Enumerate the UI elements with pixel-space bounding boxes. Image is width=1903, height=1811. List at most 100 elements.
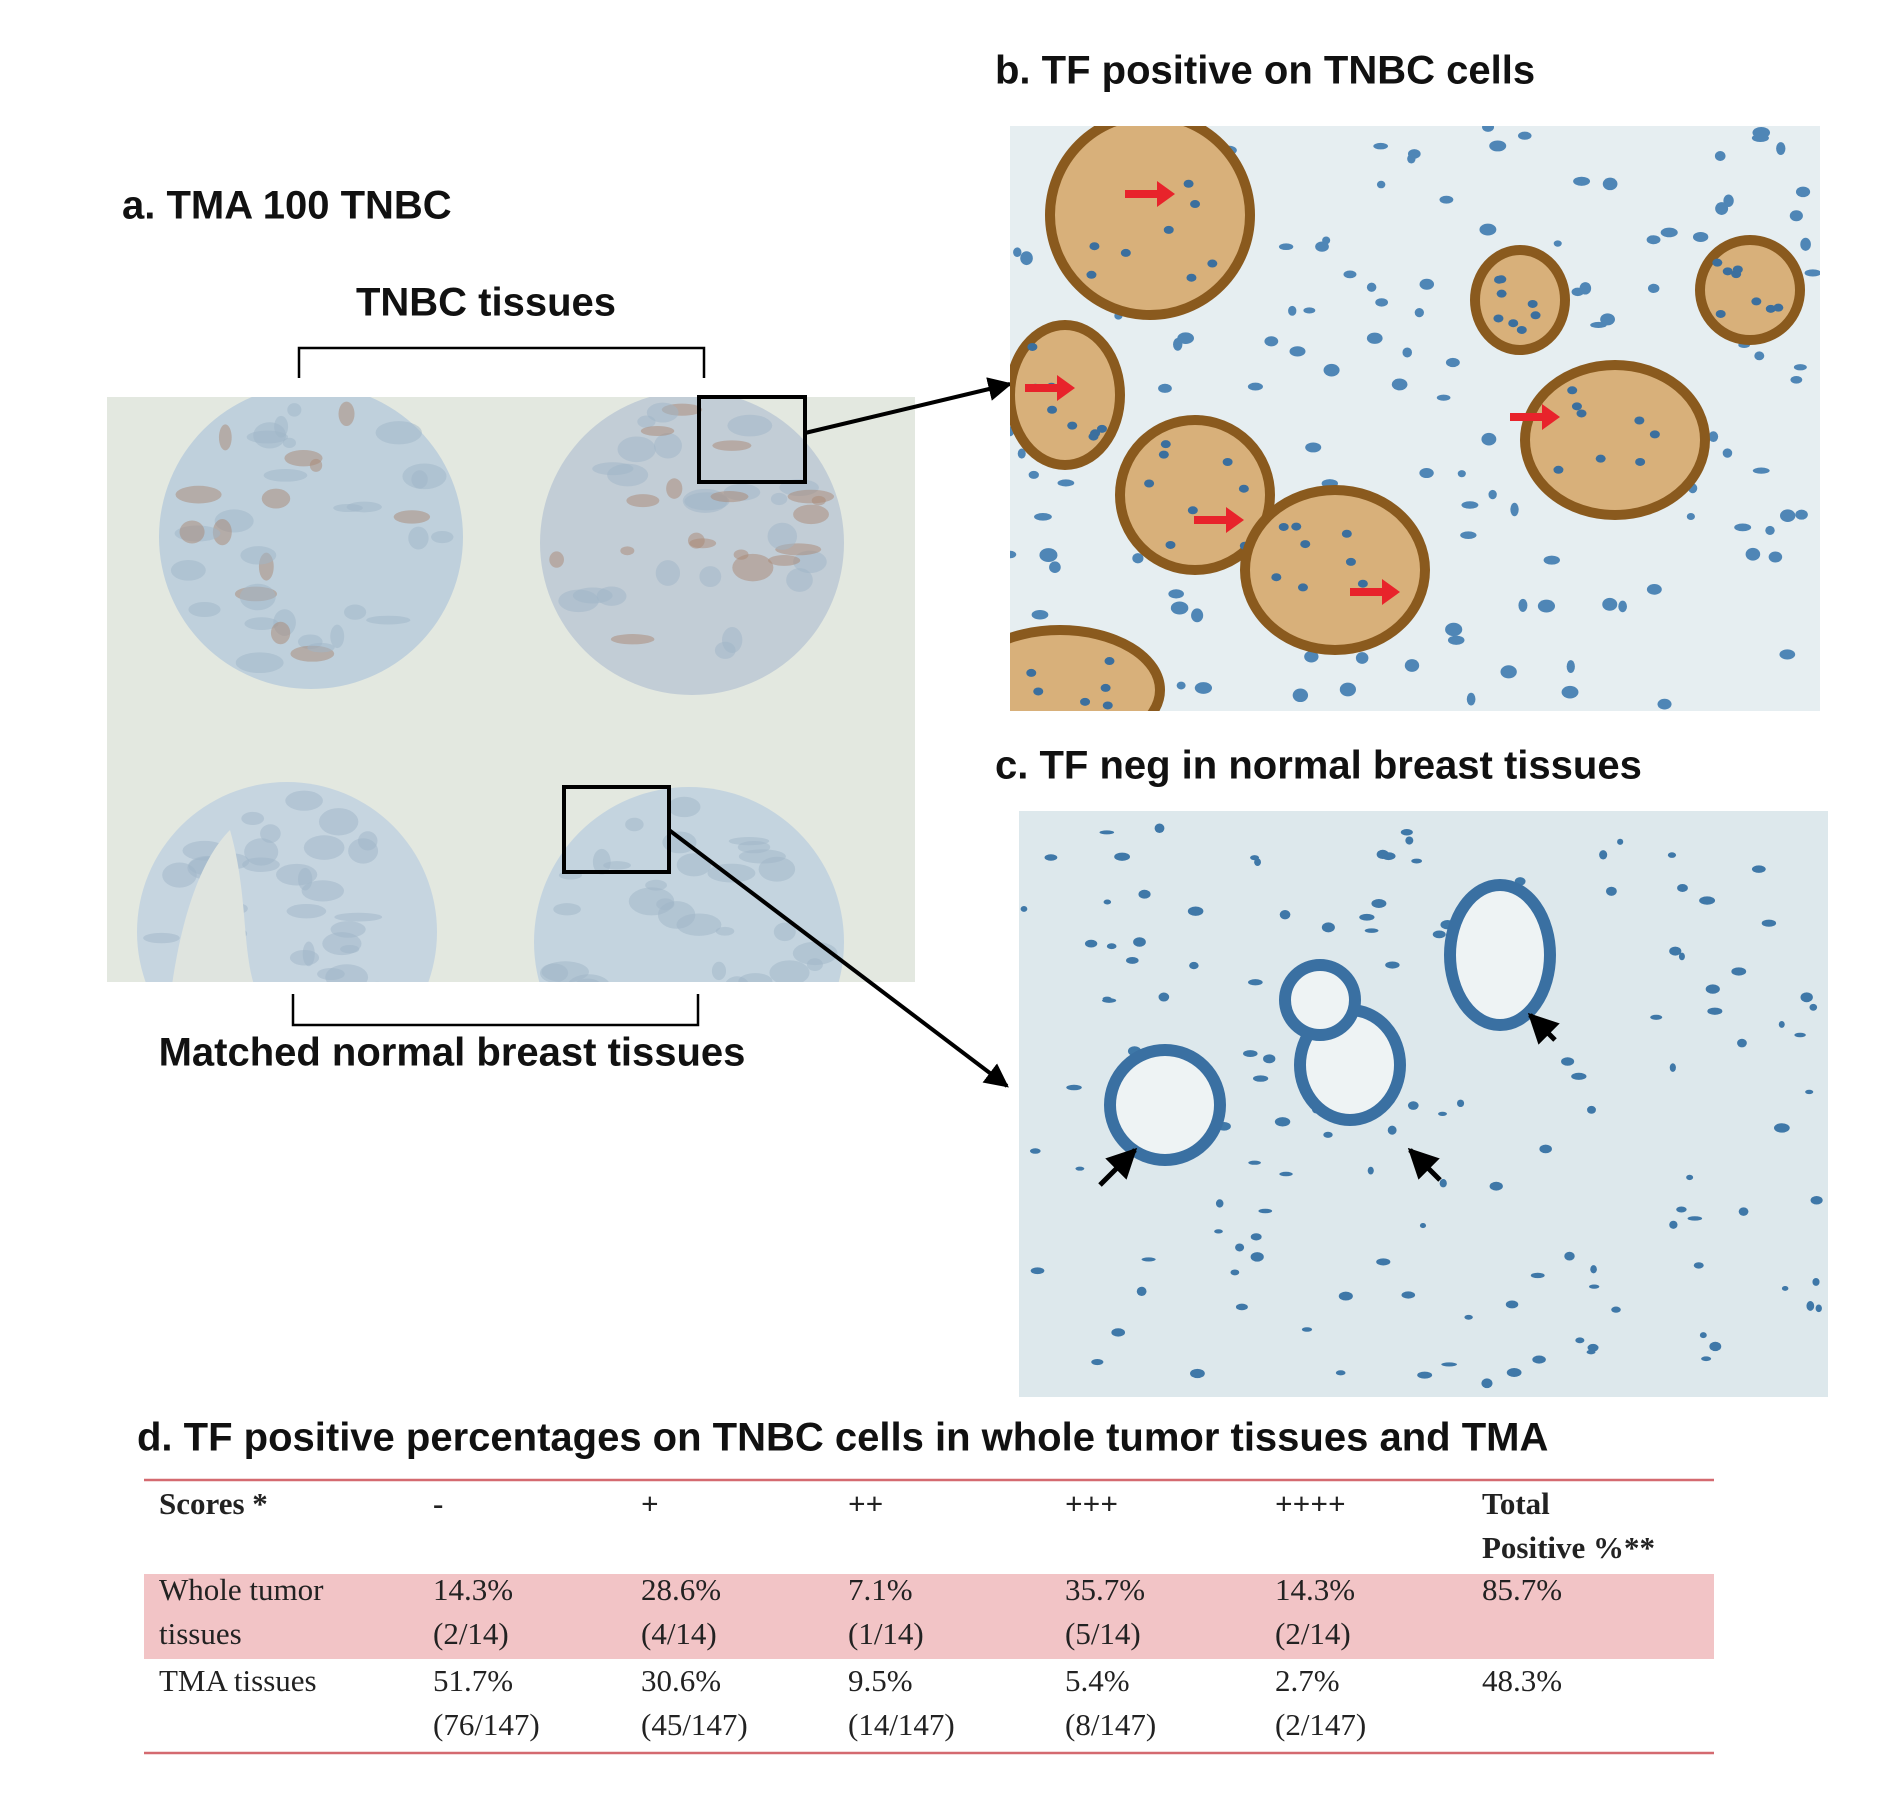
- nucleus: [1611, 1306, 1621, 1313]
- nucleus: [1292, 688, 1309, 703]
- tissue-texture: [758, 856, 796, 882]
- tissue-texture: [282, 437, 296, 448]
- nucleus: [1258, 1208, 1273, 1214]
- nucleus: [1600, 313, 1615, 326]
- nucleus: [1264, 336, 1279, 347]
- tissue-texture: [374, 981, 380, 982]
- nucleus: [1278, 243, 1294, 251]
- nucleus: [1304, 650, 1319, 663]
- tissue-texture: [646, 402, 679, 423]
- nucleus: [1737, 1038, 1747, 1048]
- nucleus: [1566, 660, 1575, 674]
- nucleus: [1047, 405, 1058, 414]
- tissue-texture: [358, 831, 378, 851]
- nucleus: [1457, 1099, 1465, 1108]
- nucleus: [1194, 682, 1213, 694]
- nucleus: [1235, 1243, 1245, 1252]
- nucleus: [1751, 865, 1766, 873]
- nucleus: [1500, 665, 1517, 679]
- tissue-texture: [263, 468, 308, 482]
- nucleus: [1773, 1123, 1790, 1133]
- nucleus: [1587, 1343, 1599, 1352]
- table-cell: (8/147): [1065, 1707, 1156, 1742]
- nucleus: [1190, 1368, 1205, 1379]
- tissue-texture: [431, 530, 454, 544]
- tissue-texture: [654, 433, 682, 459]
- group-label: TNBC tissues: [356, 281, 616, 325]
- nucleus: [1635, 457, 1646, 466]
- nucleus: [1765, 304, 1776, 313]
- nucleus: [1508, 319, 1519, 328]
- tissue-texture: [673, 1000, 711, 1023]
- nucleus: [1804, 269, 1820, 277]
- nucleus: [1489, 1181, 1503, 1191]
- nucleus: [1482, 126, 1495, 132]
- nucleus: [1789, 210, 1803, 222]
- tissue-texture: [240, 546, 277, 565]
- nucleus: [1751, 134, 1769, 143]
- nucleus: [1120, 725, 1130, 733]
- tissue-texture: [767, 522, 798, 550]
- nucleus: [1176, 681, 1186, 690]
- tissue-texture: [285, 790, 323, 811]
- nucleus: [1376, 1258, 1391, 1266]
- nucleus: [1781, 1286, 1789, 1291]
- nucleus: [1091, 1359, 1104, 1366]
- nucleus: [1715, 309, 1726, 318]
- tissue-texture: [738, 973, 773, 982]
- nucleus: [1207, 259, 1218, 268]
- nucleus: [1707, 1007, 1723, 1015]
- nucleus: [1338, 1291, 1353, 1301]
- nucleus: [1686, 512, 1695, 521]
- tissue-texture: [366, 615, 411, 625]
- tissue-texture: [625, 817, 644, 832]
- tissue-texture: [289, 949, 320, 966]
- table-cell: (2/147): [1275, 1707, 1366, 1742]
- table-cell: 51.7%: [433, 1663, 513, 1698]
- nucleus: [1754, 351, 1765, 361]
- tissue-texture: [722, 627, 743, 653]
- nucleus: [1575, 1337, 1585, 1344]
- nucleus: [1505, 1300, 1519, 1309]
- pointer-arrow: [1025, 375, 1075, 401]
- nucleus: [1191, 608, 1204, 623]
- nucleus: [1039, 548, 1058, 563]
- panel-title: a. TMA 100 TNBC: [122, 184, 452, 228]
- table-cell: (76/147): [433, 1707, 540, 1742]
- nucleus: [1278, 522, 1289, 531]
- nucleus: [1518, 598, 1528, 612]
- nucleus: [1705, 984, 1720, 994]
- nucleus: [1274, 1117, 1291, 1127]
- nucleus: [1190, 200, 1201, 209]
- nucleus: [1815, 1304, 1822, 1313]
- tissue-texture: [229, 984, 248, 1005]
- nucleus: [1646, 584, 1662, 595]
- table-cell: 48.3%: [1482, 1663, 1562, 1698]
- nucleus: [1457, 470, 1466, 478]
- nucleus: [1517, 131, 1532, 140]
- tissue-texture: [656, 898, 675, 911]
- nucleus: [1235, 1303, 1248, 1311]
- table-cell: 14.3%: [1275, 1572, 1355, 1607]
- table-cell: (14/147): [848, 1707, 955, 1742]
- tumor-nest: [1470, 245, 1570, 355]
- tissue-texture: [325, 964, 369, 982]
- nucleus: [1376, 180, 1386, 189]
- tissue-texture: [212, 519, 232, 546]
- nucleus: [1315, 241, 1329, 252]
- nucleus: [1765, 525, 1775, 535]
- tissue-texture: [768, 555, 801, 566]
- nucleus: [1186, 273, 1197, 282]
- table-cell: (45/147): [641, 1707, 748, 1742]
- nucleus: [1553, 465, 1564, 474]
- tissue-texture: [607, 463, 649, 487]
- nucleus: [1460, 531, 1477, 540]
- nucleus: [1170, 601, 1189, 615]
- nucleus: [1780, 509, 1796, 523]
- pointer-arrow: [1350, 579, 1400, 605]
- tissue-texture: [330, 624, 345, 649]
- nucleus: [1141, 1257, 1156, 1262]
- tissue-texture: [640, 426, 675, 437]
- nucleus: [1734, 523, 1752, 532]
